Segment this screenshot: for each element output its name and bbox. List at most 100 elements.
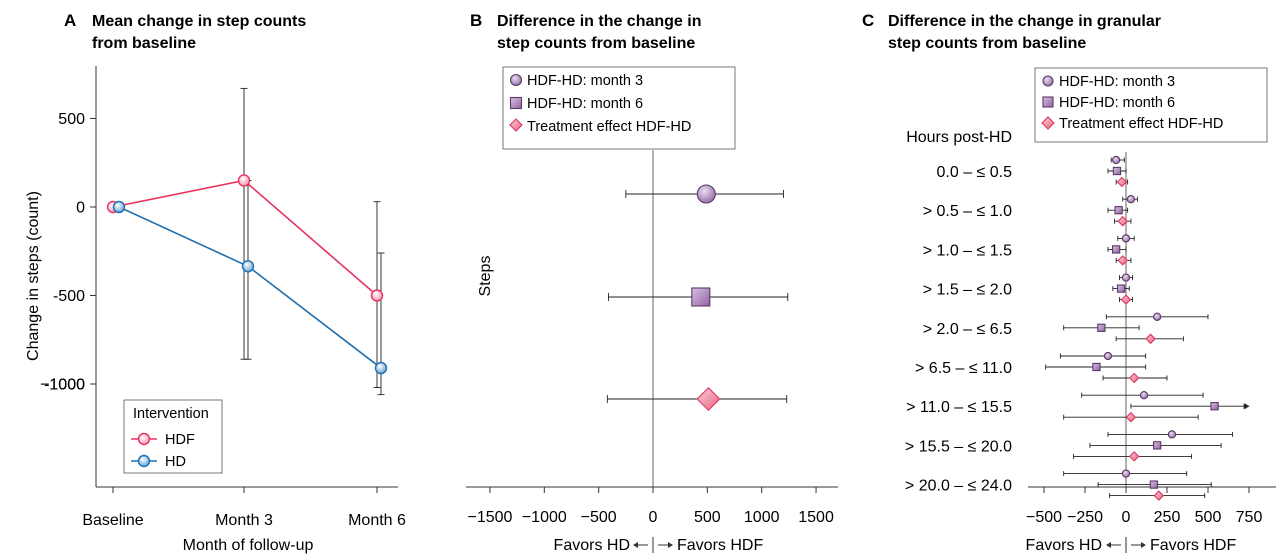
panel-a-ytick-label: −1000 [40, 377, 85, 394]
panel-b-x-ticks: −1500 −1000 −500 0 500 1000 1500 [467, 487, 834, 526]
panel-a-title-line2: from baseline [92, 35, 196, 52]
panel-a-legend-title: Intervention [133, 406, 209, 422]
panel-a-xlabel: Month of follow-up [183, 537, 314, 554]
panel-b-favors-right: Favors HDF [677, 537, 763, 554]
panel-c-row-3-series-3-marker [1117, 255, 1128, 266]
panel-b-series-1-marker [696, 184, 716, 204]
panel-c-row-4-series-1-marker [1121, 273, 1131, 282]
panel-b-favors: Favors HD Favors HDF [554, 537, 763, 554]
panel-c-title-line2: step counts from baseline [888, 35, 1086, 52]
panel-b-legend-box [502, 66, 736, 150]
panel-c-row-6-series-2-marker [1092, 362, 1101, 372]
panel-b-legend-m3-marker [509, 73, 523, 87]
panel-c-legend-m6-marker [1042, 96, 1054, 108]
panel-b-series-2-marker [691, 287, 711, 307]
panel-b-letter: B [470, 11, 482, 30]
panel-b-xtick-label: −500 [581, 509, 617, 526]
panel-c-row-1-series-1-marker [1112, 155, 1121, 165]
panel-c-row-7-series-1-marker [1139, 391, 1149, 400]
panel-a-letter: A [64, 11, 76, 30]
panel-c-xtick-label: 750 [1236, 509, 1263, 526]
panel-a-xtick-label: Baseline [82, 512, 143, 529]
panel-a-ytick-label: -500 [53, 288, 85, 305]
panel-c-xtick-label: 0 [1122, 509, 1131, 526]
panel-c-favors: Favors HD Favors HDF [1026, 537, 1236, 554]
panel-a-series [106, 87, 388, 396]
legend-hdf-marker [137, 432, 151, 446]
panel-c-row-7-series-2-marker [1210, 402, 1219, 411]
panel-b-legend-m3: HDF-HD: month 3 [527, 73, 643, 89]
panel-c-x-ticks: −500 −250 0 250 500 750 [1026, 487, 1262, 526]
panel-a-title-line1: Mean change in step counts [92, 13, 306, 30]
panel-b-ylabel: Steps [477, 256, 494, 297]
panel-a-hdf-line [112, 179, 378, 297]
panel-c-xtick-label: −250 [1067, 509, 1103, 526]
panel-c-legend-m3: HDF-HD: month 3 [1059, 74, 1175, 90]
panel-b-series-3-marker [696, 386, 721, 412]
panel-b-arrow-right-head [668, 542, 673, 548]
panel-a-hdf-point [237, 174, 251, 187]
panel-b-favors-left: Favors HD [554, 537, 630, 554]
panel-c-row-6-series-1-marker [1103, 351, 1113, 361]
panel-c-legend: HDF-HD: month 3 HDF-HD: month 6 Treatmen… [1034, 67, 1268, 143]
panel-a-ytick-label: -1000 [44, 377, 85, 394]
panel-b-legend-effect: Treatment effect HDF-HD [527, 119, 691, 135]
panel-c-legend-m6: HDF-HD: month 6 [1059, 95, 1175, 111]
panel-c-row-label: > 1.5 – ≤ 2.0 [923, 282, 1012, 299]
legend-hd-marker [137, 454, 151, 468]
panel-b-xtick-label: 0 [649, 509, 658, 526]
panel-b-legend-m6: HDF-HD: month 6 [527, 96, 643, 112]
panel-c: C Difference in the change in granular s… [862, 11, 1276, 554]
panel-c-row-7-series-3-marker [1125, 411, 1137, 423]
panel-a-hd-point [241, 260, 255, 273]
panel-a-ylabel: Change in steps (count) [25, 191, 42, 361]
panel-c-row-2-series-2-marker [1114, 206, 1123, 215]
panel-c-row-8-series-3-marker [1128, 451, 1140, 462]
panel-c-row-7-series-2-arrowhead [1243, 403, 1250, 410]
panel-a-hd-point [112, 200, 126, 214]
panel-c-marks [1045, 155, 1250, 501]
panel-c-legend-effect: Treatment effect HDF-HD [1059, 116, 1223, 132]
panel-c-favors-right: Favors HDF [1150, 537, 1236, 554]
panel-c-arrow-right-head [1141, 542, 1146, 548]
panel-c-legend-effect-marker [1041, 116, 1055, 130]
panel-c-row-label: > 0.5 – ≤ 1.0 [923, 203, 1012, 220]
panel-c-row-5-series-3-marker [1145, 333, 1156, 345]
panel-c-row-8-series-2-marker [1153, 441, 1162, 450]
panel-c-row-6-series-3-marker [1128, 372, 1140, 384]
panel-b-marks [606, 184, 789, 412]
panel-c-row-3-series-2-marker [1112, 245, 1121, 254]
legend-hdf-label: HDF [165, 432, 195, 448]
panel-a-xtick-label: Month 3 [215, 512, 273, 529]
panel-b-legend: HDF-HD: month 3 HDF-HD: month 6 Treatmen… [502, 66, 736, 150]
panel-c-row-1-series-2-marker [1112, 166, 1122, 176]
panel-c-rows-header: Hours post-HD [906, 129, 1012, 146]
panel-c-row-label: > 11.0 – ≤ 15.5 [906, 399, 1012, 416]
panel-a-legend: Intervention HDF HD [123, 399, 223, 474]
panel-a-hd-point [374, 361, 388, 375]
panel-c-xtick-label: −500 [1026, 509, 1062, 526]
panel-c-row-label: > 15.5 – ≤ 20.0 [905, 438, 1012, 455]
panel-c-letter: C [862, 11, 874, 30]
panel-c-row-4-series-3-marker [1120, 294, 1132, 305]
panel-a-hdf-point [370, 289, 384, 302]
panel-a: A Mean change in step counts from baseli… [25, 11, 406, 554]
panel-c-row-2-series-3-marker [1117, 215, 1128, 227]
panel-c-legend-box [1034, 67, 1268, 143]
panel-b-title-line1: Difference in the change in [497, 13, 701, 30]
panel-a-hd-line [118, 206, 382, 369]
panel-c-favors-left: Favors HD [1026, 537, 1102, 554]
panel-b-xtick-label: −1500 [467, 509, 512, 526]
panel-c-row-labels: 0.0 – ≤ 0.5 > 0.5 – ≤ 1.0 > 1.0 – ≤ 1.5 > 1… [905, 164, 1012, 495]
panel-c-row-9-series-3-marker [1153, 490, 1165, 501]
panel-c-row-5-series-1-marker [1153, 312, 1162, 321]
panel-b-legend-effect-marker [509, 118, 523, 132]
panel-c-row-4-series-2-marker [1116, 284, 1126, 293]
panel-c-xtick-label: 500 [1195, 509, 1222, 526]
panel-c-row-9-series-1-marker [1121, 469, 1131, 478]
panel-a-ytick-label: 500 [58, 111, 85, 128]
panel-b-xtick-label: 1500 [798, 509, 834, 526]
panel-b-xtick-label: 1000 [744, 509, 780, 526]
panel-a-y-ticks: 500 0 -500 -1000−1000 [40, 111, 96, 394]
